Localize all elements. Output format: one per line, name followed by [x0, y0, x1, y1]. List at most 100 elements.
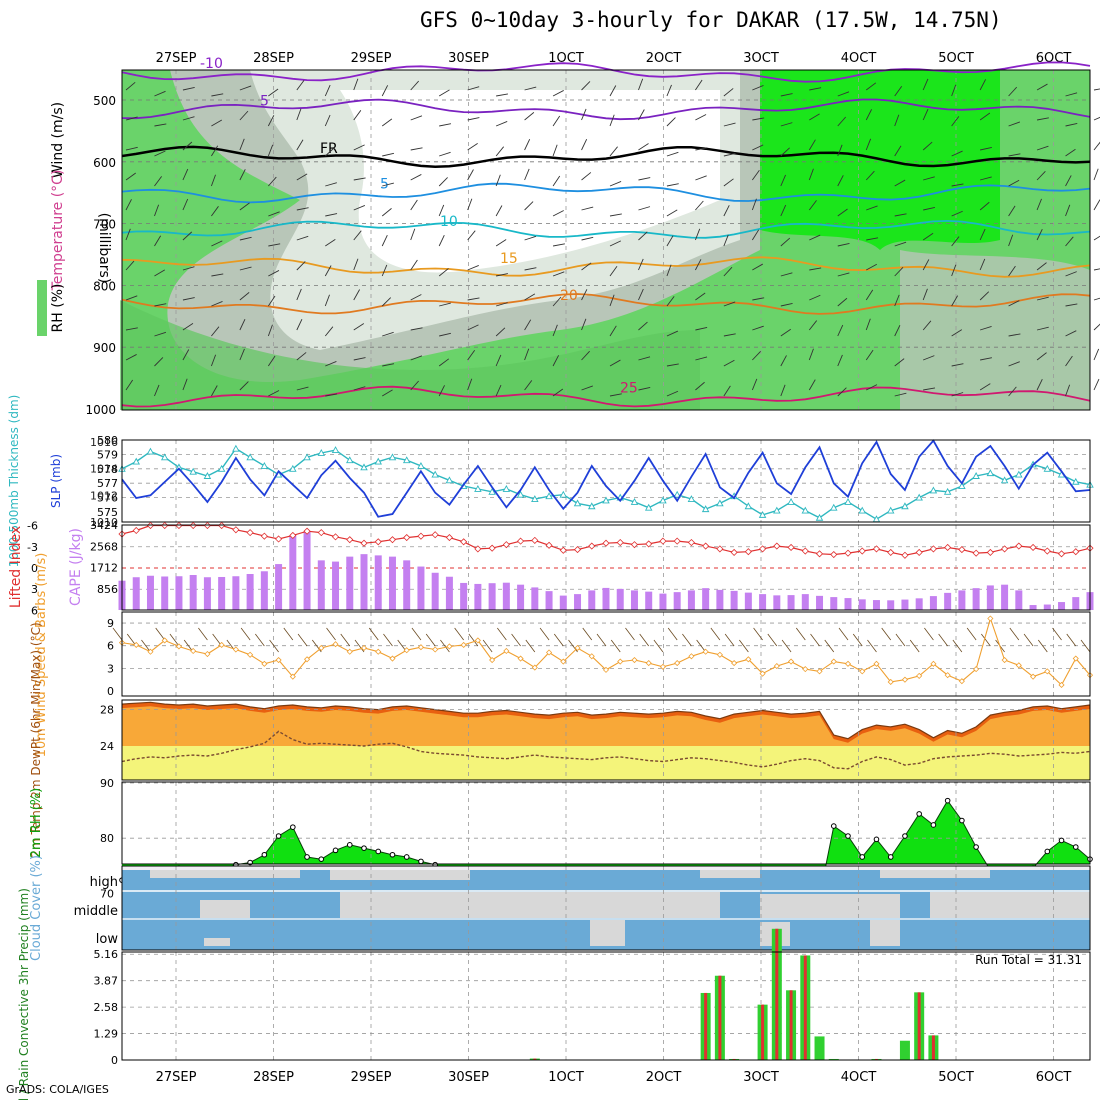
- wind-barb: [410, 259, 418, 271]
- wind-barb: [1036, 117, 1049, 121]
- date-tick-label-bottom: 6OCT: [1036, 1070, 1072, 1085]
- lifted-index-marker: [659, 537, 667, 545]
- surface-wind-barb: [511, 633, 521, 647]
- surface-wind-barb: [269, 639, 279, 653]
- wind-barb: [382, 363, 395, 367]
- wind-speed-marker: [930, 660, 937, 667]
- wind-speed-marker: [901, 676, 909, 683]
- wind-barb: [495, 121, 508, 127]
- surface-wind-barb: [966, 627, 977, 641]
- thickness-marker: [246, 453, 254, 461]
- date-tick-label-bottom: 5OCT: [938, 1070, 974, 1085]
- lifted-index-marker: [232, 526, 240, 534]
- isotherm-label: 10: [440, 214, 458, 230]
- date-tick-label-bottom: 1OCT: [548, 1070, 584, 1085]
- temp-line: [121, 701, 1091, 740]
- run-total-label: Run Total = 31.31: [975, 953, 1082, 967]
- lifted-index-marker: [203, 521, 211, 530]
- rh2m-marker: [346, 842, 353, 848]
- wind-barb: [581, 289, 588, 301]
- wind-barb: [182, 378, 188, 391]
- wind-barb: [268, 270, 280, 277]
- wind-barb: [296, 108, 302, 121]
- thickness-marker: [331, 446, 340, 454]
- wind-barb: [837, 208, 848, 217]
- wind-barb: [951, 84, 957, 97]
- wind-barb: [666, 117, 676, 127]
- wind-barb: [125, 260, 135, 271]
- wind-barb: [353, 110, 362, 121]
- thickness-marker: [716, 499, 724, 507]
- wind-barb: [154, 357, 164, 367]
- wind-barb: [638, 356, 651, 361]
- wind-speed-marker: [873, 660, 880, 667]
- rh2m-marker: [389, 851, 396, 858]
- wind-barb: [609, 181, 622, 187]
- lifted-index-marker: [360, 539, 368, 547]
- lifted-index-marker: [218, 521, 226, 530]
- wind-barb: [922, 320, 932, 331]
- lifted-index-marker: [445, 533, 453, 542]
- cloud-high-label: high: [90, 875, 118, 890]
- wind-speed-marker: [175, 643, 183, 650]
- thickness-marker: [929, 486, 938, 494]
- surface-wind-barb: [482, 639, 493, 653]
- wind-speed-marker: [588, 653, 595, 660]
- lifted-index-marker: [844, 549, 852, 557]
- date-tick-label-top: 1OCT: [548, 51, 584, 66]
- cape-bar: [289, 535, 297, 610]
- cape-bar: [687, 590, 695, 610]
- cloud-gap: [760, 894, 900, 918]
- cape-bar: [759, 594, 767, 610]
- rh2m-marker: [261, 851, 268, 858]
- lifted-index-marker: [303, 527, 311, 535]
- lifted-index-marker: [759, 545, 767, 553]
- wind-barb: [922, 108, 929, 121]
- wind-speed-marker: [446, 643, 453, 650]
- lifted-index-marker: [830, 550, 838, 559]
- wind-barb: [125, 81, 136, 91]
- cape-bar: [986, 585, 994, 610]
- wind-barb: [922, 141, 933, 151]
- wind-barb: [723, 122, 736, 127]
- precip-convective-bar: [533, 1058, 537, 1060]
- wind-barb: [524, 138, 531, 151]
- wind-barb: [752, 85, 764, 91]
- wind-barb: [723, 266, 733, 277]
- wind-barb: [154, 384, 160, 397]
- cape-axis-label: CAPE (J/kg): [68, 528, 84, 606]
- cape-bar: [146, 575, 154, 610]
- cape-bar: [730, 590, 738, 610]
- wind-barb: [125, 295, 138, 301]
- wind-speed-marker: [859, 668, 866, 675]
- rh2m-marker: [361, 845, 367, 851]
- wind-speed-marker: [474, 637, 481, 644]
- surface-wind-barb: [1080, 639, 1091, 653]
- thickness-marker: [516, 490, 525, 498]
- rh2m-marker: [902, 833, 908, 839]
- surface-wind-barb: [1023, 633, 1034, 647]
- surface-wind-barb: [155, 627, 166, 641]
- cape-lifted-panel: [121, 524, 1091, 611]
- surface-wind-barb: [582, 627, 593, 641]
- pressure-tick-label: 700: [93, 218, 116, 232]
- lifted-index-marker: [346, 536, 354, 544]
- slp-line: [121, 439, 1091, 518]
- wind-barb: [1065, 330, 1077, 337]
- cape-bar: [1072, 597, 1080, 610]
- wind-barb: [638, 143, 649, 151]
- lifted-index-marker: [260, 532, 268, 540]
- wind-barb: [609, 146, 618, 157]
- surface-wind-barb: [1037, 639, 1048, 653]
- lifted-axis-label: Lifted Index: [8, 526, 24, 608]
- temp-tick-label: 28: [100, 704, 114, 717]
- cape-bar: [246, 574, 254, 610]
- surface-wind-barb: [1066, 633, 1077, 647]
- thickness-marker: [687, 495, 696, 502]
- cloud-middle-label: middle: [74, 904, 118, 919]
- wind-barb: [382, 331, 394, 337]
- precip-convective-bar: [917, 992, 921, 1060]
- wind-barb: [210, 174, 216, 187]
- upper-air-panel: [121, 69, 1091, 411]
- wind-barb: [894, 325, 901, 337]
